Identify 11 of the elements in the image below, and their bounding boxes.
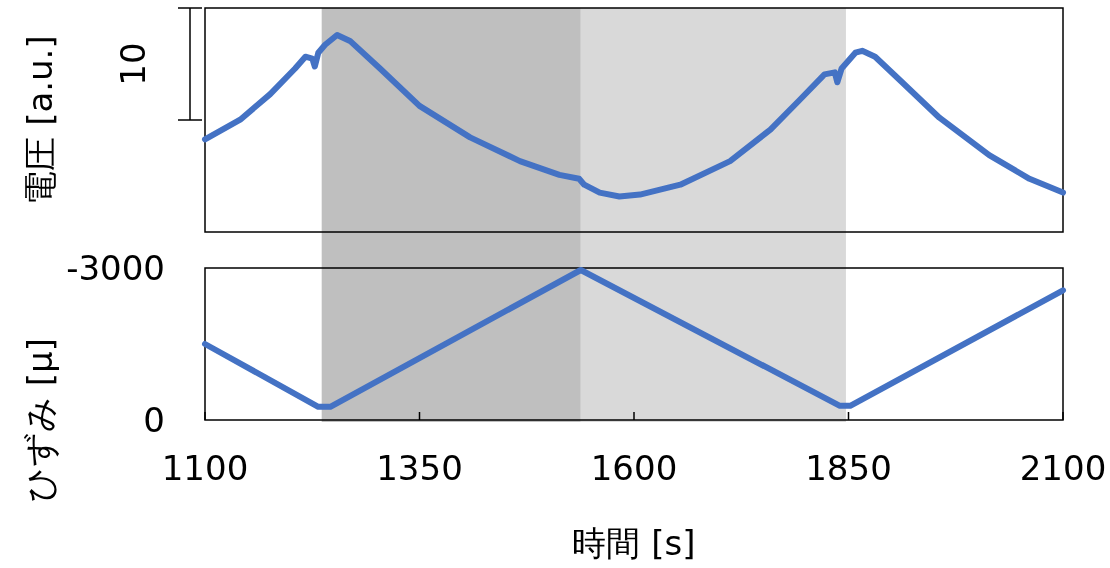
x-tick-label: 1100 — [161, 448, 249, 488]
y-tick-label: 0 — [143, 400, 165, 440]
y-axis-title: ひずみ [μ] — [20, 338, 60, 502]
x-tick-label: 1850 — [805, 448, 892, 488]
y-tick-label: -3000 — [66, 248, 165, 288]
x-tick-label: 1350 — [376, 448, 463, 488]
text: 10 — [113, 42, 153, 86]
x-tick-label: 1600 — [590, 448, 678, 488]
x-axis-title: 時間 [s] — [572, 523, 696, 563]
y-axis-title: 電圧 [a.u.] — [20, 35, 60, 205]
x-tick-label: 2100 — [1019, 448, 1107, 488]
